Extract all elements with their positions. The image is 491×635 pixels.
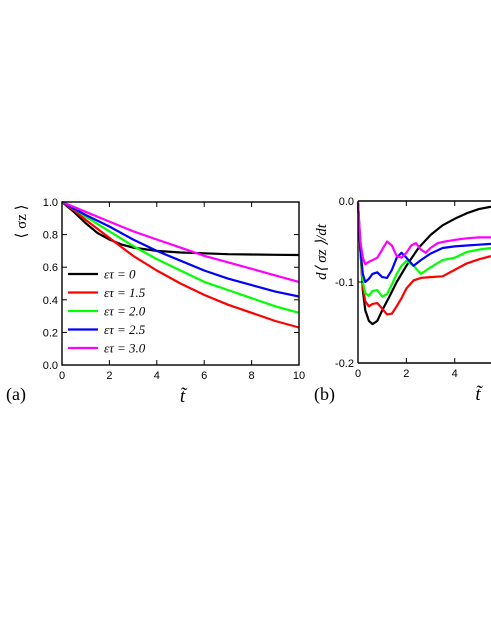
x-tick-label-b-1: 2 — [403, 368, 409, 380]
series-line-b-2 — [356, 202, 491, 298]
x-tick-label-b-0: 0 — [355, 368, 361, 380]
y-tick-label-b-2: -0.2 — [335, 358, 354, 370]
y-tick-label-a-4: 0.8 — [43, 230, 58, 242]
series-line-a-4 — [61, 200, 300, 283]
x-tick-label-a-1: 2 — [106, 370, 112, 382]
legend-label-1: ετ = 1.5 — [104, 285, 146, 300]
series-line-a-1 — [61, 201, 300, 329]
x-tick-label-a-4: 8 — [249, 370, 255, 382]
x-axis-label-a: t̃ — [180, 386, 188, 407]
x-tick-label-a-5: 10 — [293, 370, 305, 382]
x-tick-label-a-2: 4 — [154, 370, 160, 382]
series-line-b-3 — [356, 202, 491, 284]
series-line-b-0 — [356, 202, 491, 326]
x-axis-label-b: t̃ — [475, 384, 483, 405]
legend-label-4: ετ = 3.0 — [104, 341, 146, 356]
y-tick-label-b-1: -0.1 — [335, 277, 354, 289]
y-tick-label-a-1: 0.2 — [43, 327, 58, 339]
series-line-b-1 — [356, 202, 491, 316]
y-tick-label-a-0: 0.0 — [43, 360, 58, 372]
y-axis-label-b: d⟨ σz ⟩/dt — [314, 223, 330, 280]
plot-frame-a — [61, 201, 300, 366]
y-tick-label-b-0: 0.0 — [339, 196, 354, 208]
panel-b-plot: 0 2 4 0.0 -0.1 -0.2 t̃ d⟨ σz ⟩/dt (b) — [314, 196, 491, 405]
y-tick-label-a-2: 0.4 — [43, 295, 58, 307]
y-axis-label-a: ⟨ σz ⟩ — [14, 205, 30, 239]
y-tick-label-a-3: 0.6 — [43, 262, 58, 274]
series-line-a-3 — [61, 201, 300, 298]
series-line-b-4 — [356, 202, 491, 266]
legend-label-3: ετ = 2.5 — [104, 322, 146, 337]
panel-label-b: (b) — [314, 384, 335, 405]
x-tick-label-b-2: 4 — [452, 368, 458, 380]
panel-a-plot: 0 2 4 6 8 10 0.0 0.2 0.4 0.6 0.8 1.0 t̃ ⟨ σz ⟩ (a) ετ =… — [6, 197, 305, 407]
x-tick-label-a-0: 0 — [59, 370, 65, 382]
legend-label-0: ετ = 0 — [104, 267, 136, 282]
x-tick-label-a-3: 6 — [201, 370, 207, 382]
panel-label-a: (a) — [6, 384, 26, 405]
series-line-a-2 — [61, 201, 300, 314]
legend-label-2: ετ = 2.0 — [104, 304, 146, 319]
y-tick-label-a-5: 1.0 — [43, 197, 58, 209]
series-line-a-0 — [61, 201, 300, 257]
